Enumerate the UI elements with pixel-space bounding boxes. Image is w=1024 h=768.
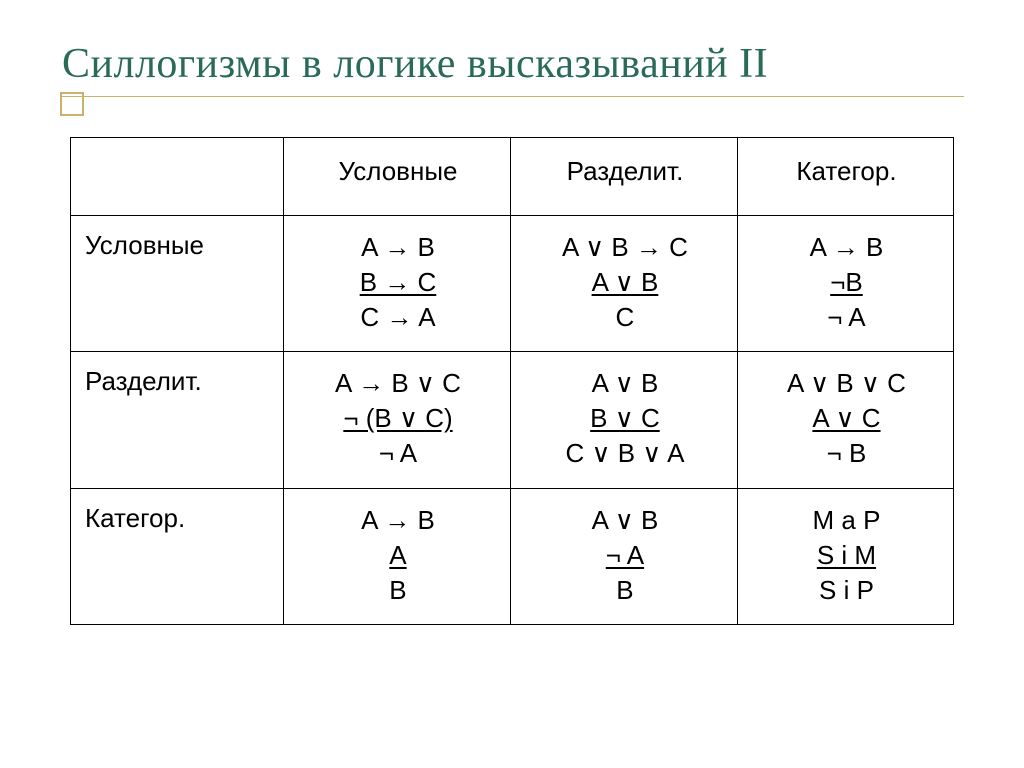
- table-row: Разделит. A → B ∨ C ¬ (B ∨ C) ¬ A A ∨ B …: [71, 352, 954, 488]
- table-header-row: Условные Разделит. Категор.: [71, 138, 954, 216]
- row-label: Условные: [71, 216, 284, 352]
- premise2: A ∨ B: [562, 265, 688, 300]
- premise2: A ∨ C: [787, 401, 906, 436]
- header-categorical: Категор.: [737, 138, 953, 216]
- premise2: ¬ A: [592, 538, 659, 573]
- premise1: A ∨ B → C: [562, 230, 688, 265]
- conclusion: ¬ A: [335, 436, 461, 471]
- cell: A → B ¬B ¬ A: [737, 216, 953, 352]
- premise1: A ∨ B: [592, 503, 659, 538]
- premise2: S i M: [813, 538, 881, 573]
- cell: A → B B → C C → A: [284, 216, 511, 352]
- cell: A ∨ B → C A ∨ B C: [510, 216, 737, 352]
- slide-title: Силлогизмы в логике высказываний II: [60, 40, 964, 88]
- premise2: B ∨ C: [565, 401, 684, 436]
- cell: M a P S i M S i P: [737, 488, 953, 624]
- cell: A → B ∨ C ¬ (B ∨ C) ¬ A: [284, 352, 511, 488]
- title-block: Силлогизмы в логике высказываний II: [60, 40, 964, 97]
- conclusion: C ∨ B ∨ A: [565, 436, 684, 471]
- header-conditional: Условные: [284, 138, 511, 216]
- syllogism-table: Условные Разделит. Категор. Условные A →…: [70, 137, 954, 625]
- table-row: Условные A → B B → C C → A A ∨ B → C A ∨…: [71, 216, 954, 352]
- premise2: ¬B: [810, 265, 884, 300]
- premise1: M a P: [813, 503, 881, 538]
- cell: A ∨ B B ∨ C C ∨ B ∨ A: [510, 352, 737, 488]
- premise1: A ∨ B: [565, 366, 684, 401]
- row-label: Разделит.: [71, 352, 284, 488]
- title-underline: [60, 96, 964, 97]
- premise1: A → B: [810, 230, 884, 265]
- accent-square-icon: [60, 92, 84, 116]
- cell: A ∨ B ¬ A B: [510, 488, 737, 624]
- row-label: Категор.: [71, 488, 284, 624]
- conclusion: B: [361, 573, 435, 608]
- premise2: B → C: [360, 265, 437, 300]
- conclusion: ¬ A: [810, 300, 884, 335]
- premise2: ¬ (B ∨ C): [335, 401, 461, 436]
- header-disjunctive: Разделит.: [510, 138, 737, 216]
- premise2: A: [361, 538, 435, 573]
- table-container: Условные Разделит. Категор. Условные A →…: [60, 137, 964, 625]
- conclusion: C: [562, 300, 688, 335]
- cell: A ∨ B ∨ C A ∨ C ¬ B: [737, 352, 953, 488]
- table-row: Категор. A → B A B A ∨ B ¬ A B M a P S i…: [71, 488, 954, 624]
- premise1: A → B ∨ C: [335, 366, 461, 401]
- conclusion: ¬ B: [787, 436, 906, 471]
- conclusion: S i P: [813, 573, 881, 608]
- premise1: A ∨ B ∨ C: [787, 366, 906, 401]
- premise1: A → B: [360, 230, 437, 265]
- cell: A → B A B: [284, 488, 511, 624]
- header-blank: [71, 138, 284, 216]
- slide: Силлогизмы в логике высказываний II Усло…: [0, 0, 1024, 768]
- premise1: A → B: [361, 503, 435, 538]
- conclusion: C → A: [360, 300, 437, 335]
- conclusion: B: [592, 573, 659, 608]
